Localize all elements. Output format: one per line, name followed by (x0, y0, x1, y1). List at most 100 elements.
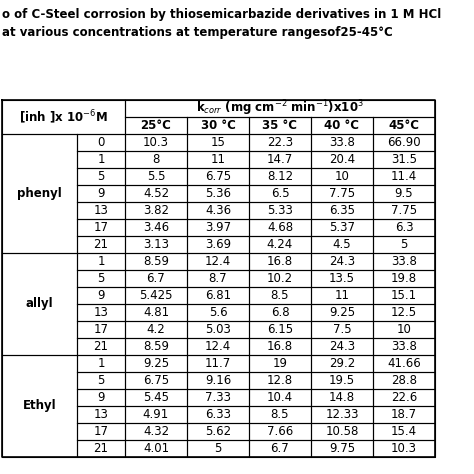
Text: 11: 11 (210, 153, 226, 166)
Text: 16.8: 16.8 (267, 340, 293, 353)
Text: 9.25: 9.25 (329, 306, 355, 319)
Text: 15.4: 15.4 (391, 425, 417, 438)
Text: 22.3: 22.3 (267, 136, 293, 149)
Text: Ethyl: Ethyl (23, 400, 56, 412)
Text: 4.36: 4.36 (205, 204, 231, 217)
Text: 5.36: 5.36 (205, 187, 231, 200)
Text: 15.1: 15.1 (391, 289, 417, 302)
Text: 4.24: 4.24 (267, 238, 293, 251)
Text: 8.5: 8.5 (271, 289, 289, 302)
Text: 25°C: 25°C (141, 119, 172, 132)
Text: 9: 9 (97, 187, 105, 200)
Text: 9: 9 (97, 289, 105, 302)
Text: 12.4: 12.4 (205, 340, 231, 353)
Text: 6.33: 6.33 (205, 408, 231, 421)
Text: 9.16: 9.16 (205, 374, 231, 387)
Text: 17: 17 (93, 323, 109, 336)
Text: 10.4: 10.4 (267, 391, 293, 404)
Text: 14.8: 14.8 (329, 391, 355, 404)
Text: 7.33: 7.33 (205, 391, 231, 404)
Text: 1: 1 (97, 255, 105, 268)
Text: 5: 5 (401, 238, 408, 251)
Text: 5.5: 5.5 (147, 170, 165, 183)
Text: 12.33: 12.33 (325, 408, 359, 421)
Text: 18.7: 18.7 (391, 408, 417, 421)
Text: phenyl: phenyl (17, 187, 62, 200)
Text: 6.75: 6.75 (143, 374, 169, 387)
Text: 13: 13 (93, 408, 109, 421)
Text: [inh ]x 10$^{-6}$M: [inh ]x 10$^{-6}$M (19, 108, 108, 126)
Text: 15: 15 (210, 136, 226, 149)
Text: 5: 5 (214, 442, 222, 455)
Text: 3.69: 3.69 (205, 238, 231, 251)
Text: 6.7: 6.7 (146, 272, 165, 285)
Text: 12.8: 12.8 (267, 374, 293, 387)
Text: 4.32: 4.32 (143, 425, 169, 438)
Text: 8.7: 8.7 (209, 272, 228, 285)
Text: 19: 19 (273, 357, 288, 370)
Text: 35 °C: 35 °C (263, 119, 298, 132)
Text: 10: 10 (335, 170, 349, 183)
Text: 9.25: 9.25 (143, 357, 169, 370)
Text: 10.58: 10.58 (325, 425, 359, 438)
Text: 24.3: 24.3 (329, 255, 355, 268)
Text: 5.425: 5.425 (139, 289, 173, 302)
Text: 29.2: 29.2 (329, 357, 355, 370)
Text: 12.5: 12.5 (391, 306, 417, 319)
Text: 7.75: 7.75 (391, 204, 417, 217)
Text: 5: 5 (97, 374, 105, 387)
Text: 8.59: 8.59 (143, 255, 169, 268)
Text: 1: 1 (97, 153, 105, 166)
Text: 10.3: 10.3 (143, 136, 169, 149)
Text: 21: 21 (93, 238, 109, 251)
Text: 22.6: 22.6 (391, 391, 417, 404)
Text: 5.45: 5.45 (143, 391, 169, 404)
Text: 5.62: 5.62 (205, 425, 231, 438)
Text: 6.3: 6.3 (395, 221, 413, 234)
Text: 10: 10 (397, 323, 411, 336)
Text: 17: 17 (93, 425, 109, 438)
Text: 31.5: 31.5 (391, 153, 417, 166)
Text: 9.75: 9.75 (329, 442, 355, 455)
Text: 5.6: 5.6 (209, 306, 228, 319)
Text: 1: 1 (97, 357, 105, 370)
Text: 3.46: 3.46 (143, 221, 169, 234)
Text: 3.97: 3.97 (205, 221, 231, 234)
Text: 10.3: 10.3 (391, 442, 417, 455)
Text: 0: 0 (97, 136, 105, 149)
Text: 4.01: 4.01 (143, 442, 169, 455)
Text: 11: 11 (335, 289, 349, 302)
Text: 17: 17 (93, 221, 109, 234)
Text: 6.75: 6.75 (205, 170, 231, 183)
Text: 3.82: 3.82 (143, 204, 169, 217)
Text: at various concentrations at temperature rangesof25-45°C: at various concentrations at temperature… (2, 26, 393, 39)
Text: 7.5: 7.5 (333, 323, 351, 336)
Text: 20.4: 20.4 (329, 153, 355, 166)
Text: 41.66: 41.66 (387, 357, 421, 370)
Text: 4.5: 4.5 (333, 238, 351, 251)
Text: 13: 13 (93, 204, 109, 217)
Text: 7.75: 7.75 (329, 187, 355, 200)
Text: 8.5: 8.5 (271, 408, 289, 421)
Text: 9.5: 9.5 (395, 187, 413, 200)
Text: 66.90: 66.90 (387, 136, 421, 149)
Text: 8.12: 8.12 (267, 170, 293, 183)
Text: 16.8: 16.8 (267, 255, 293, 268)
Text: 5: 5 (97, 272, 105, 285)
Text: 13.5: 13.5 (329, 272, 355, 285)
Text: 6.35: 6.35 (329, 204, 355, 217)
Text: 33.8: 33.8 (391, 340, 417, 353)
Text: allyl: allyl (26, 298, 53, 310)
Text: 5.33: 5.33 (267, 204, 293, 217)
Text: 14.7: 14.7 (267, 153, 293, 166)
Text: 8.59: 8.59 (143, 340, 169, 353)
Text: k$_{corr}$ (mg cm$^{-2}$ min$^{-1}$)x10$^{3}$: k$_{corr}$ (mg cm$^{-2}$ min$^{-1}$)x10$… (196, 99, 364, 118)
Text: 5.37: 5.37 (329, 221, 355, 234)
Text: 40 °C: 40 °C (325, 119, 359, 132)
Text: 4.52: 4.52 (143, 187, 169, 200)
Text: 33.8: 33.8 (391, 255, 417, 268)
Text: 19.8: 19.8 (391, 272, 417, 285)
Text: 28.8: 28.8 (391, 374, 417, 387)
Text: 4.2: 4.2 (146, 323, 165, 336)
Text: 33.8: 33.8 (329, 136, 355, 149)
